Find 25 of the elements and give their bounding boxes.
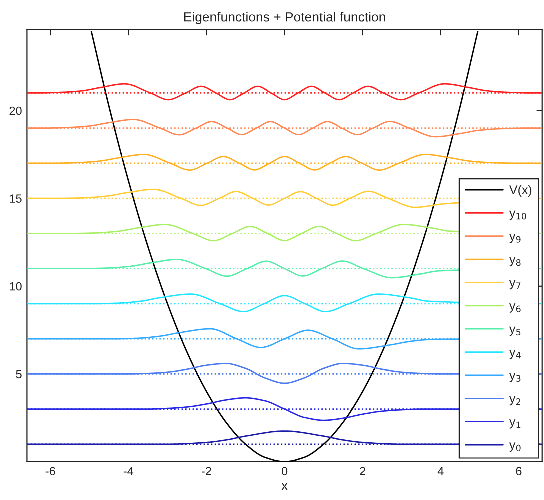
legend-label: y$_{5}$ [509,326,521,336]
x-tick-label: 0 [282,467,288,476]
legend-label: V(x) [510,185,532,197]
legend-label: y$_{9}$ [509,234,521,244]
legend-label: y$_{8}$ [509,257,521,266]
legend-label: y$_{6}$ [509,304,521,313]
y-tick-label: 5 [16,370,22,379]
x-tick-label: -4 [124,467,134,476]
legend-label: y$_{1}$ [509,420,521,429]
legend-label: y$_{4}$ [509,350,521,360]
legend-label: y$_{0}$ [509,442,521,452]
x-tick-label: -2 [202,467,212,476]
x-tick-label: 4 [438,467,444,476]
y-tick-label: 20 [10,106,22,116]
chart-title: Eigenfunctions + Potential function [184,12,386,24]
legend-label: y$_{3}$ [509,373,521,382]
x-tick-label: 2 [360,467,366,476]
y-tick-label: 10 [10,282,22,291]
legend-label: y$_{7}$ [509,280,521,290]
x-axis-title: x [282,483,288,490]
x-tick-label: -6 [46,467,56,476]
y-tick-label: 15 [10,194,22,203]
x-tick-label: 6 [516,467,522,476]
legend-label: y$_{2}$ [509,396,521,406]
legend-label: y$_{10}$ [509,210,526,220]
